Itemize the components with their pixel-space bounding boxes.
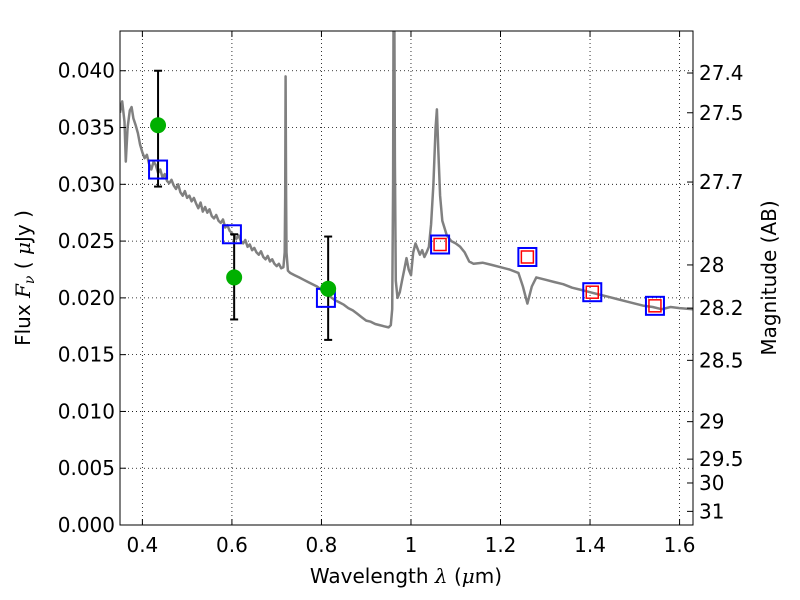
spectrum-line [120,31,693,329]
y2-tick-label: 27.4 [699,61,744,85]
y2-axis-title: Magnitude (AB) [757,200,781,355]
y-axis-unit-open: ( [11,255,35,269]
x-axis-unit-mu: μ [462,564,475,588]
y-tick-label: 0.010 [58,399,115,423]
y-tick-label: 0.025 [58,229,115,253]
y-tick-label: 0.020 [58,286,115,310]
x-tick-label: 1 [405,533,418,557]
x-tick-label: 1.4 [574,533,606,557]
y2-tick-label: 29.5 [699,447,744,471]
y-axis-unit-close: Jy ) [11,210,35,244]
plot-area [120,31,693,341]
plot-frame [119,30,694,526]
axis-ticks: 0.4 0.6 0.8 1 1.2 1.4 1.6 0.000 0.005 0.010 0.015 0… [58,31,744,557]
x-tick-label: 0.4 [126,533,158,557]
y-axis-symbol: F [11,283,35,299]
y-tick-label: 0.040 [58,59,115,83]
blue-square-marker [430,234,451,255]
y-axis-title-text: Flux [11,304,35,346]
x-tick-label: 1.2 [485,533,517,557]
y2-tick-label: 27.7 [699,170,744,194]
y-axis-title: Flux Fν ( μJy ) [11,210,38,346]
y2-tick-label: 29 [699,410,724,434]
y-tick-label: 0.030 [58,172,115,196]
blue-square-marker [644,295,665,316]
y2-tick-label: 28.2 [699,296,744,320]
y-axis-unit-mu: μ [11,242,35,255]
x-axis-title-text: Wavelength [310,564,429,588]
y-axis-subscript: ν [22,275,38,284]
observed-point [320,280,337,297]
y2-tick-label: 30 [699,471,724,495]
x-tick-label: 0.8 [306,533,338,557]
x-axis-unit-close: m) [475,564,502,588]
y2-tick-label: 28.5 [699,348,744,372]
x-tick-label: 1.6 [664,533,696,557]
x-axis-title: Wavelength λ (μm) [310,564,502,588]
y-tick-label: 0.035 [58,116,115,140]
observed-point [226,269,243,286]
x-axis-unit-open: ( [448,564,462,588]
grid-lines [120,31,693,526]
blue-square-marker [517,246,538,267]
y-tick-label: 0.000 [58,513,115,537]
y2-tick-label: 31 [699,499,724,523]
y2-tick-label: 28 [699,253,724,277]
y-tick-label: 0.005 [58,456,115,480]
blue-square-marker [582,282,603,303]
x-axis-symbol: λ [434,564,448,588]
red-square-marker [433,237,447,252]
blue-square-marker [148,159,169,180]
y2-tick-label: 27.5 [699,101,744,125]
x-tick-label: 0.6 [216,533,248,557]
blue-square-marker [221,224,242,245]
observed-point [150,117,167,134]
red-square-marker [520,250,535,264]
red-square-marker [585,285,600,299]
red-square-marker [648,299,662,313]
y-tick-label: 0.015 [58,343,115,367]
